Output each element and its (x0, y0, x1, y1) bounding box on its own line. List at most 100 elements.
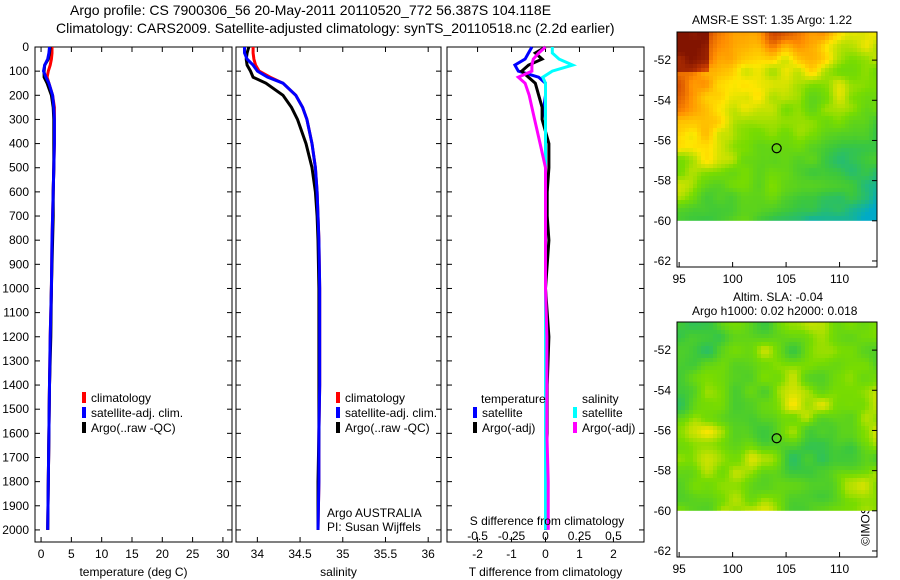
map-cell (865, 164, 869, 168)
map-cell (785, 470, 789, 474)
map-cell (773, 422, 777, 426)
map-cell (861, 184, 865, 188)
map-cell (741, 68, 745, 72)
map-cell (761, 140, 765, 144)
map-cell (797, 80, 801, 84)
map-cell (753, 196, 757, 200)
map-cell (769, 156, 773, 160)
map-cell (705, 334, 709, 338)
map-cell (845, 374, 849, 378)
map-cell (685, 394, 689, 398)
map-cell (833, 434, 837, 438)
map-cell (801, 208, 805, 212)
map-cell (773, 208, 777, 212)
map-cell (785, 330, 789, 334)
map-cell (701, 338, 705, 342)
map-cell (801, 200, 805, 204)
map-cell (721, 108, 725, 112)
map-cell (753, 322, 757, 326)
map-cell (837, 438, 841, 442)
map-cell (697, 350, 701, 354)
map-cell (749, 370, 753, 374)
map-cell (853, 188, 857, 192)
map-cell (869, 498, 873, 502)
map-cell (821, 68, 825, 72)
map-cell (821, 398, 825, 402)
map-cell (717, 200, 721, 204)
map-cell (697, 44, 701, 48)
map-cell (717, 84, 721, 88)
map-cell (705, 506, 709, 510)
map-cell (785, 144, 789, 148)
map-cell (853, 88, 857, 92)
map-cell (693, 442, 697, 446)
x-tick-label: 30 (216, 547, 230, 561)
map-cell (841, 330, 845, 334)
map-cell (729, 338, 733, 342)
map-cell (689, 80, 693, 84)
map-cell (785, 394, 789, 398)
map-cell (813, 366, 817, 370)
map-cell (717, 176, 721, 180)
map-cell (785, 494, 789, 498)
map-cell (777, 44, 781, 48)
map-cell (861, 164, 865, 168)
map-cell (849, 96, 853, 100)
map-cell (685, 56, 689, 60)
sla-map: 95 100 105 110-52-54-56-58-60-62 (654, 321, 878, 576)
map-cell (777, 442, 781, 446)
map-cell (761, 152, 765, 156)
map-cell (709, 208, 713, 212)
map-cell (777, 52, 781, 56)
y-tick-label: -62 (654, 254, 672, 268)
map-cell (857, 52, 861, 56)
map-cell (853, 160, 857, 164)
map-cell (873, 330, 877, 334)
map-cell (701, 490, 705, 494)
map-cell (805, 418, 809, 422)
map-cell (837, 184, 841, 188)
map-cell (869, 156, 873, 160)
map-cell (805, 422, 809, 426)
map-cell (829, 430, 833, 434)
map-cell (749, 454, 753, 458)
map-cell (753, 88, 757, 92)
map-cell (837, 96, 841, 100)
map-cell (845, 486, 849, 490)
map-cell (869, 60, 873, 64)
map-cell (709, 426, 713, 430)
map-cell (829, 88, 833, 92)
map-cell (797, 362, 801, 366)
map-cell (821, 434, 825, 438)
map-cell (813, 490, 817, 494)
map-cell (789, 470, 793, 474)
map-cell (785, 108, 789, 112)
map-cell (721, 220, 725, 221)
map-cell (733, 112, 737, 116)
map-cell (681, 116, 685, 120)
map-cell (829, 80, 833, 84)
map-cell (777, 322, 781, 326)
map-cell (781, 56, 785, 60)
map-cell (681, 382, 685, 386)
map-cell (821, 334, 825, 338)
map-cell (769, 482, 773, 486)
map-cell (865, 56, 869, 60)
y-tick-label: 1500 (2, 402, 29, 416)
map-cell (689, 338, 693, 342)
map-cell (821, 96, 825, 100)
map-cell (857, 442, 861, 446)
map-cell (777, 32, 781, 36)
map-cell (781, 112, 785, 116)
map-cell (817, 40, 821, 44)
map-cell (829, 48, 833, 52)
map-cell (769, 96, 773, 100)
map-cell (833, 176, 837, 180)
map-cell (825, 76, 829, 80)
map-cell (841, 438, 845, 442)
map-cell (709, 418, 713, 422)
map-cell (805, 482, 809, 486)
map-cell (769, 180, 773, 184)
map-cell (705, 446, 709, 450)
map-cell (857, 36, 861, 40)
